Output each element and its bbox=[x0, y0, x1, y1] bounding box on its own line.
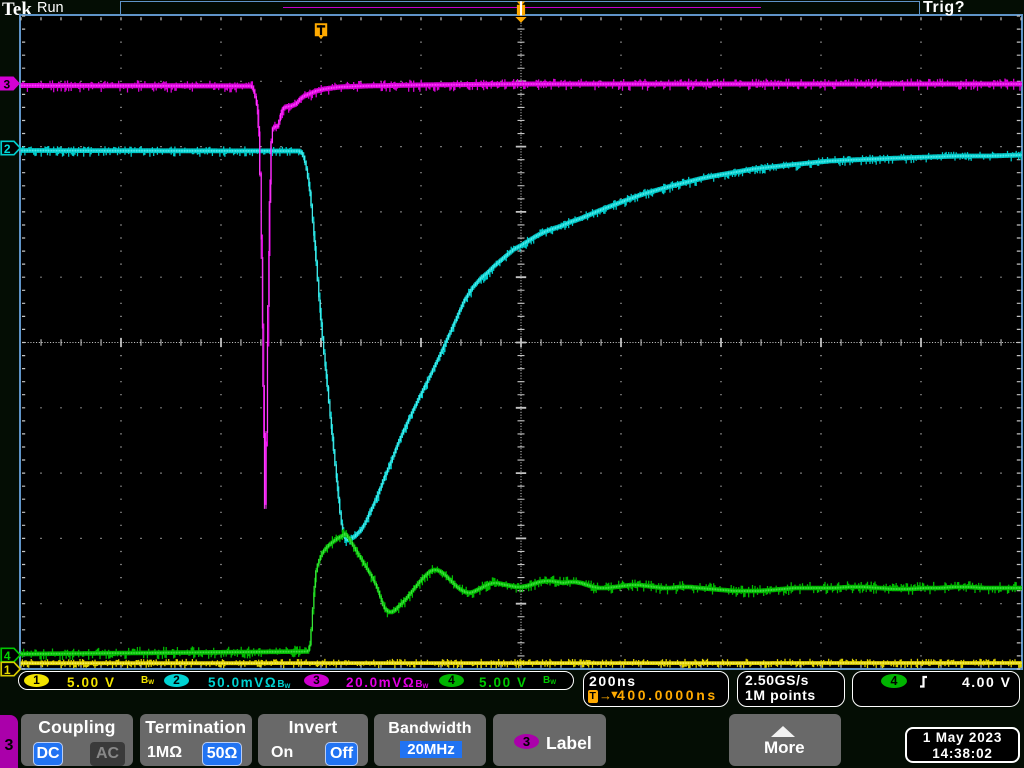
svg-text:3: 3 bbox=[3, 77, 10, 91]
svg-text:1: 1 bbox=[4, 663, 11, 677]
svg-text:4: 4 bbox=[4, 649, 11, 663]
svg-text:2: 2 bbox=[4, 142, 11, 156]
